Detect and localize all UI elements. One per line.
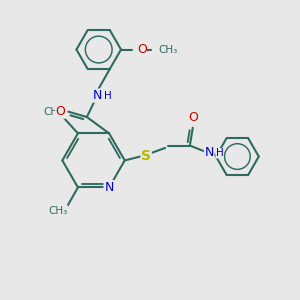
Text: N: N [93, 89, 102, 102]
Text: H: H [216, 148, 224, 158]
Text: S: S [141, 149, 151, 163]
Text: N: N [205, 146, 214, 159]
Text: CH₃: CH₃ [159, 45, 178, 55]
Text: H: H [104, 91, 112, 101]
Text: CH₃: CH₃ [48, 206, 68, 216]
Text: O: O [188, 111, 198, 124]
Text: CH₃: CH₃ [44, 107, 63, 117]
Text: O: O [137, 43, 147, 56]
Text: N: N [104, 181, 114, 194]
Text: O: O [56, 105, 65, 118]
